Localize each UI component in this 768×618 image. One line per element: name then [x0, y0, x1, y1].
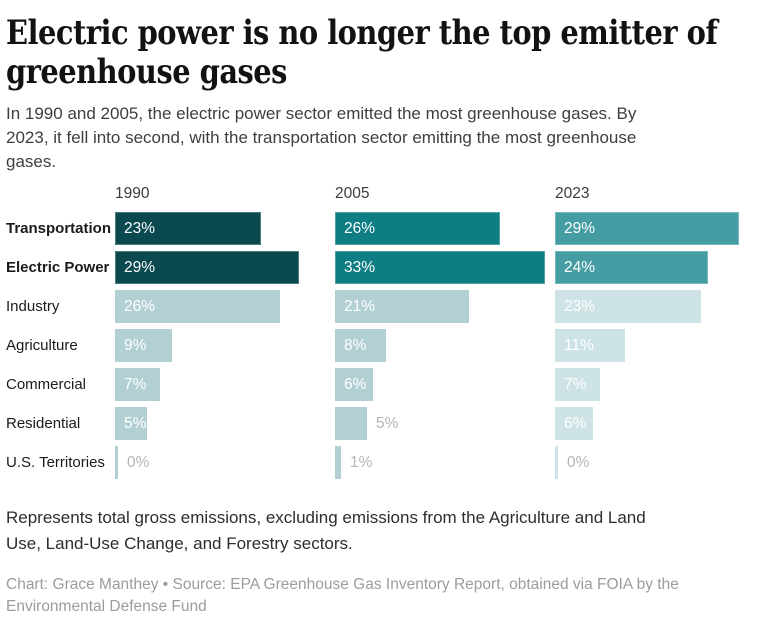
- category-label-electric-power: Electric Power: [6, 259, 110, 276]
- value-label-2023-agriculture: 11%: [564, 336, 594, 354]
- panel-1990-agriculture: 9%: [115, 329, 335, 362]
- bar-2023-u-s-territories: [555, 446, 558, 479]
- chart-subtitle-line-2: 2023, it fell into second, with the tran…: [6, 128, 637, 147]
- category-label-commercial: Commercial: [6, 376, 87, 393]
- bar-1990-agriculture: 9%: [115, 329, 172, 362]
- panel-1990-u-s-territories: 0%: [115, 446, 335, 479]
- credit-line-line-1: Chart: Grace Manthey • Source: EPA Green…: [6, 576, 679, 593]
- value-label-1990-residential: 5%: [124, 414, 147, 432]
- bar-2005-commercial: 6%: [335, 368, 373, 401]
- chart-title: Electric power is no longer the top emit…: [6, 13, 718, 92]
- footnote-line-2: Use, Land-Use Change, and Forestry secto…: [6, 534, 353, 553]
- chart-subtitle-line-3: gases.: [6, 152, 57, 171]
- bar-1990-residential: 5%: [115, 407, 147, 440]
- value-label-2005-commercial: 6%: [344, 375, 367, 393]
- panel-2005-residential: 5%: [335, 407, 555, 440]
- chart-title-line-1: Electric power is no longer the top emit…: [6, 13, 718, 53]
- value-label-2023-u-s-territories: 0%: [567, 453, 590, 471]
- bar-row-transportation: Transportation 23% 26% 29%: [6, 212, 760, 245]
- bar-2005-residential: [335, 407, 367, 440]
- panel-2023-commercial: 7%: [555, 368, 762, 401]
- chart: 1990 2005 2023 Transportation 23% 26% 29% Elec…: [6, 185, 760, 479]
- bar-1990-commercial: 7%: [115, 368, 160, 401]
- panel-1990-industry: 26%: [115, 290, 335, 323]
- bar-row-u-s-territories: U.S. Territories 0% 1% 0%: [6, 446, 760, 479]
- panel-2005-industry: 21%: [335, 290, 555, 323]
- bar-2005-industry: 21%: [335, 290, 469, 323]
- value-label-2023-commercial: 7%: [564, 375, 587, 393]
- year-header-row: 1990 2005 2023: [6, 185, 760, 203]
- category-label-u-s-territories: U.S. Territories: [6, 454, 105, 471]
- bar-2005-agriculture: 8%: [335, 329, 386, 362]
- value-label-2023-transportation: 29%: [564, 219, 596, 237]
- chart-subtitle-line-1: In 1990 and 2005, the electric power sec…: [6, 104, 637, 123]
- bar-row-electric-power: Electric Power 29% 33% 24%: [6, 251, 760, 284]
- panel-2023-transportation: 29%: [555, 212, 762, 245]
- value-label-2023-electric-power: 24%: [564, 258, 596, 276]
- value-label-1990-industry: 26%: [124, 297, 156, 315]
- bar-row-agriculture: Agriculture 9% 8% 11%: [6, 329, 760, 362]
- bar-1990-electric-power: 29%: [115, 251, 299, 284]
- panel-1990-commercial: 7%: [115, 368, 335, 401]
- value-label-2005-agriculture: 8%: [344, 336, 367, 354]
- value-label-2023-residential: 6%: [564, 414, 587, 432]
- panel-1990-electric-power: 29%: [115, 251, 335, 284]
- value-label-2023-industry: 23%: [564, 297, 596, 315]
- value-label-1990-agriculture: 9%: [124, 336, 147, 354]
- value-label-2005-u-s-territories: 1%: [350, 453, 373, 471]
- year-label-1990: 1990: [115, 185, 150, 202]
- value-label-2005-electric-power: 33%: [344, 258, 376, 276]
- bar-2023-residential: 6%: [555, 407, 593, 440]
- bar-row-residential: Residential 5% 5% 6%: [6, 407, 760, 440]
- bar-2005-u-s-territories: [335, 446, 341, 479]
- category-label-residential: Residential: [6, 415, 81, 432]
- panel-2005-commercial: 6%: [335, 368, 555, 401]
- bar-2023-electric-power: 24%: [555, 251, 708, 284]
- panel-2005-u-s-territories: 1%: [335, 446, 555, 479]
- panel-2023-industry: 23%: [555, 290, 762, 323]
- credit-line-line-2: Environmental Defense Fund: [6, 598, 207, 615]
- chart-title-line-2: greenhouse gases: [6, 52, 287, 92]
- year-label-2005: 2005: [335, 185, 370, 202]
- bar-1990-u-s-territories: [115, 446, 118, 479]
- bar-row-commercial: Commercial 7% 6% 7%: [6, 368, 760, 401]
- footnote-line-1: Represents total gross emissions, exclud…: [6, 508, 646, 527]
- bar-row-industry: Industry 26% 21% 23%: [6, 290, 760, 323]
- credit-line: Chart: Grace Manthey • Source: EPA Green…: [6, 574, 760, 618]
- year-label-2023: 2023: [555, 185, 590, 202]
- bar-2005-transportation: 26%: [335, 212, 500, 245]
- value-label-1990-u-s-territories: 0%: [127, 453, 150, 471]
- footnote: Represents total gross emissions, exclud…: [6, 505, 760, 557]
- value-label-2005-industry: 21%: [344, 297, 376, 315]
- bar-2023-industry: 23%: [555, 290, 701, 323]
- panel-1990-residential: 5%: [115, 407, 335, 440]
- category-label-transportation: Transportation: [6, 220, 112, 237]
- bar-1990-transportation: 23%: [115, 212, 261, 245]
- bar-2023-agriculture: 11%: [555, 329, 625, 362]
- chart-subtitle: In 1990 and 2005, the electric power sec…: [6, 102, 760, 174]
- value-label-2005-residential: 5%: [376, 414, 399, 432]
- panel-2023-u-s-territories: 0%: [555, 446, 762, 479]
- value-label-2005-transportation: 26%: [344, 219, 376, 237]
- category-label-industry: Industry: [6, 298, 60, 315]
- panel-1990-transportation: 23%: [115, 212, 335, 245]
- panel-2005-electric-power: 33%: [335, 251, 555, 284]
- bar-2005-electric-power: 33%: [335, 251, 545, 284]
- value-label-1990-electric-power: 29%: [124, 258, 156, 276]
- panel-2023-electric-power: 24%: [555, 251, 762, 284]
- value-label-1990-commercial: 7%: [124, 375, 147, 393]
- panel-2005-transportation: 26%: [335, 212, 555, 245]
- bar-2023-commercial: 7%: [555, 368, 600, 401]
- panel-2023-agriculture: 11%: [555, 329, 762, 362]
- bar-1990-industry: 26%: [115, 290, 280, 323]
- panel-2023-residential: 6%: [555, 407, 762, 440]
- bar-rows: Transportation 23% 26% 29% Electric Power 29%…: [6, 212, 760, 479]
- category-label-agriculture: Agriculture: [6, 337, 78, 354]
- panel-2005-agriculture: 8%: [335, 329, 555, 362]
- value-label-1990-transportation: 23%: [124, 219, 156, 237]
- bar-2023-transportation: 29%: [555, 212, 739, 245]
